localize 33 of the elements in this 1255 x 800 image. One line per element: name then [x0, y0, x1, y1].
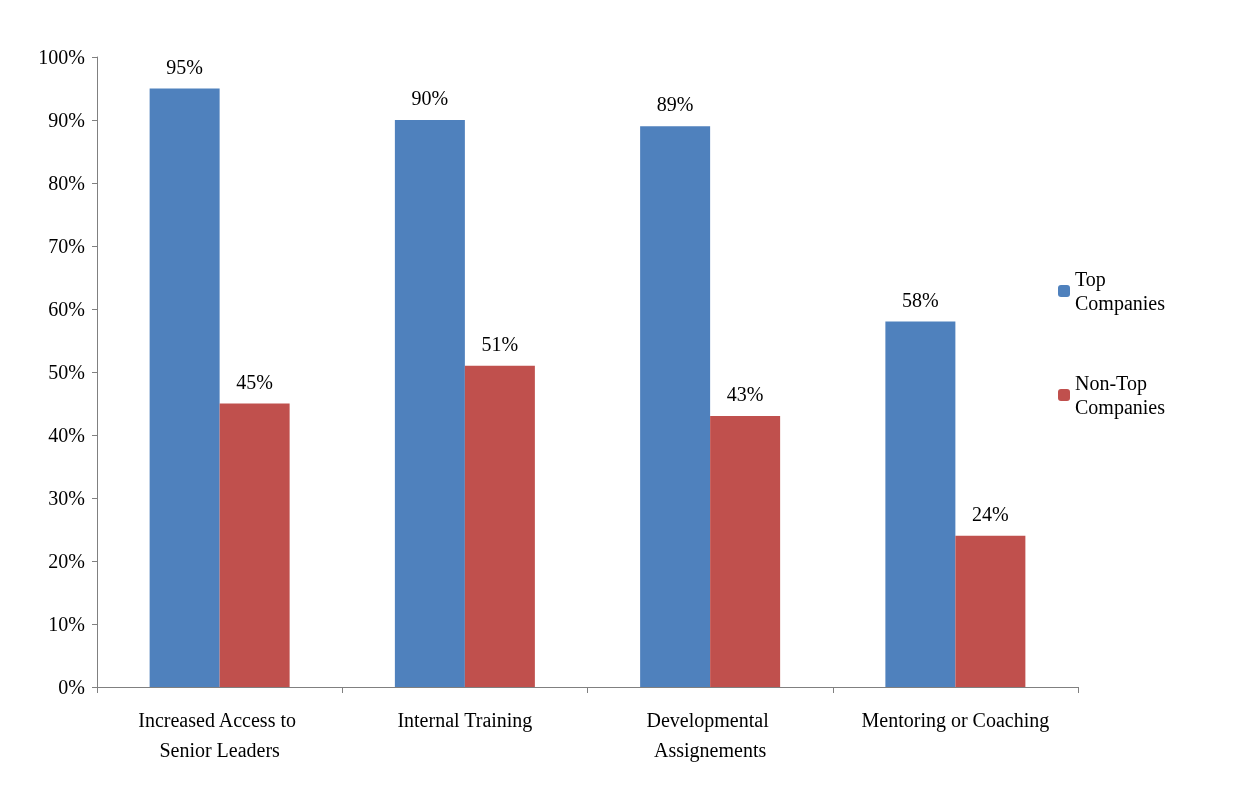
y-tick-label: 40%: [48, 424, 85, 446]
bar: [464, 365, 535, 687]
bar: [640, 126, 711, 687]
y-tick-label: 30%: [48, 487, 85, 509]
y-tick-label: 20%: [48, 550, 85, 572]
bar: [219, 403, 290, 687]
legend-label: Non-Top Companies: [1075, 372, 1166, 419]
x-tick-label: Increased Access to Senior Leaders: [138, 709, 301, 761]
data-label: 90%: [411, 87, 449, 109]
y-tick-label: 90%: [48, 109, 85, 131]
y-tick-label: 10%: [48, 613, 85, 635]
data-label: 95%: [166, 55, 203, 78]
bar: [955, 535, 1026, 687]
data-label: 24%: [972, 502, 1009, 525]
bar: [394, 120, 465, 687]
data-label: 89%: [656, 93, 694, 116]
data-label: 51%: [481, 332, 519, 355]
bar: [710, 416, 781, 687]
x-tick-label: Mentoring or Coaching: [861, 709, 1050, 732]
y-tick-label: 80%: [48, 172, 85, 194]
bar: [885, 321, 956, 687]
legend-label: Top Companies: [1075, 268, 1166, 315]
y-tick-label: 60%: [48, 298, 85, 320]
y-tick-label: 100%: [38, 46, 85, 68]
x-tick-label: Internal Training: [397, 709, 533, 732]
y-tick-label: 50%: [48, 361, 85, 383]
data-label: 43%: [726, 383, 764, 406]
x-tick-label: Developmental Assignements: [646, 709, 774, 762]
y-tick-label: 0%: [58, 676, 85, 698]
data-label: 45%: [236, 370, 273, 393]
bar: [149, 88, 220, 687]
y-tick-label: 70%: [48, 235, 85, 257]
data-label: 58%: [902, 288, 939, 311]
